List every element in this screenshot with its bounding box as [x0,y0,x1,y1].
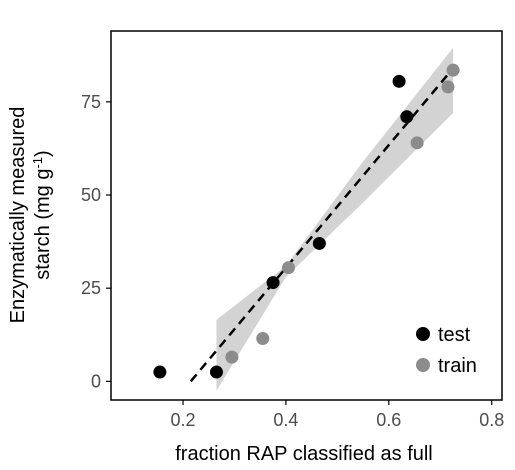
fit-line [189,67,455,383]
plot-panel-border [110,30,503,401]
x-tick-label: 0.8 [479,410,504,430]
data-point-test [392,74,406,88]
y-tick-label: 50 [81,185,101,205]
y-axis-label-suffix: ) [32,150,54,157]
y-axis-label-line1: Enzymatically measured [7,107,29,324]
axes-layer: 0.2 0.4 0.6 0.8 0 25 50 75 [81,92,504,430]
points-layer [153,63,460,379]
legend: test train [416,324,477,377]
x-axis-label: fraction RAP classified as full [175,443,433,465]
data-point-train [441,80,455,94]
data-point-test [209,365,223,379]
y-tick-label: 25 [81,278,101,298]
legend-label-train: train [438,355,477,377]
x-tick-label: 0.4 [273,410,298,430]
y-axis-label-prefix: starch (mg g [32,169,54,280]
y-axis-label-line2: starch (mg g-1) [30,150,55,279]
legend-key-test [416,327,430,341]
data-point-train [446,63,460,77]
data-point-train [281,261,295,275]
y-tick-label: 75 [81,92,101,112]
y-tick-label: 0 [91,371,101,391]
confidence-band-layer [216,47,454,391]
legend-label-test: test [438,324,471,346]
data-point-test [266,276,280,290]
x-tick-label: 0.2 [171,410,196,430]
fit-line-layer [189,67,455,383]
data-point-train [410,136,424,150]
y-axis-label-superscript: -1 [30,157,45,169]
data-point-test [400,110,414,124]
x-tick-label: 0.6 [376,410,401,430]
data-point-test [153,365,167,379]
data-point-train [225,350,239,364]
data-point-test [312,236,326,250]
confidence-band [216,47,454,391]
legend-key-train [416,358,430,372]
data-point-train [256,332,270,345]
